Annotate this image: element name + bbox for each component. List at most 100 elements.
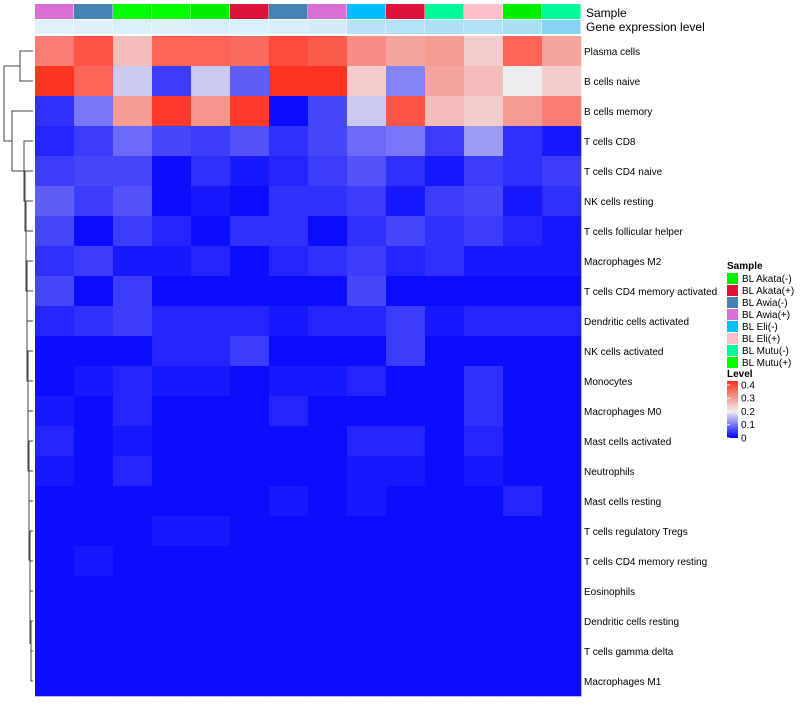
heatmap-cell [503, 546, 543, 577]
heatmap-cell [503, 636, 543, 667]
row-label: T cells CD4 naive [584, 167, 663, 178]
heatmap-cell [191, 216, 231, 247]
heatmap-cell [464, 126, 504, 157]
row-label: Neutrophils [584, 467, 635, 478]
heatmap-cell [230, 186, 270, 217]
heatmap-cell [269, 96, 309, 127]
heatmap-cell [230, 246, 270, 277]
heatmap-cell [191, 246, 231, 277]
heatmap-cell [386, 576, 426, 607]
heatmap-cell [230, 516, 270, 547]
heatmap-cell [425, 126, 465, 157]
heatmap-cell [308, 666, 348, 697]
heatmap-cell [74, 396, 114, 427]
heatmap-cell [503, 606, 543, 637]
heatmap-cell [464, 156, 504, 187]
heatmap-cell [113, 426, 153, 457]
heatmap-cell [308, 396, 348, 427]
heatmap-cell [35, 186, 75, 217]
heatmap-cell [113, 366, 153, 397]
level-legend: Level 0.4 0.3 0.2 0.1 0 [727, 369, 755, 445]
row-label: B cells memory [584, 107, 652, 118]
level-tick-label: 0.2 [741, 407, 755, 418]
heatmap-cell [191, 366, 231, 397]
heatmap-cell [113, 336, 153, 367]
heatmap-cell [464, 186, 504, 217]
sample-annotation-cell [386, 4, 425, 19]
heatmap-cell [503, 396, 543, 427]
heatmap-cell [425, 96, 465, 127]
heatmap-cell [386, 156, 426, 187]
sample-legend-label: BL Akata(-) [742, 274, 792, 285]
expression-annotation-cell [152, 20, 191, 34]
heatmap-cell [347, 126, 387, 157]
heatmap-cell [386, 486, 426, 517]
heatmap-cell [542, 156, 582, 187]
heatmap-cell [464, 306, 504, 337]
heatmap-cell [191, 636, 231, 667]
heatmap-cell [152, 336, 192, 367]
heatmap-cell [386, 216, 426, 247]
heatmap-cell [152, 486, 192, 517]
sample-legend-swatch [727, 357, 738, 368]
gene-expression-annotation-row [35, 20, 581, 34]
heatmap-cell [74, 636, 114, 667]
heatmap-cell [308, 186, 348, 217]
row-label: Mast cells activated [584, 437, 671, 448]
sample-annotation-cell [464, 4, 503, 19]
heatmap-cell [386, 636, 426, 667]
row-label: Mast cells resting [584, 497, 661, 508]
sample-legend-swatch [727, 273, 738, 284]
heatmap-cell [230, 96, 270, 127]
row-label: T cells follicular helper [584, 227, 683, 238]
heatmap-cell [152, 636, 192, 667]
heatmap-cell [503, 246, 543, 277]
heatmap-cell [503, 156, 543, 187]
heatmap-cell [35, 546, 75, 577]
heatmap-cell [542, 306, 582, 337]
row-label: Macrophages M2 [584, 257, 662, 268]
heatmap-cell [113, 486, 153, 517]
heatmap-cell [35, 366, 75, 397]
dendrogram-branch [25, 200, 33, 261]
sample-legend-swatch [727, 285, 738, 296]
sample-annotation-cell [35, 4, 74, 19]
heatmap-cell [503, 576, 543, 607]
heatmap-cell [35, 426, 75, 457]
heatmap-cell [269, 156, 309, 187]
heatmap-cell [152, 246, 192, 277]
heatmap-cell [113, 126, 153, 157]
heatmap-cell [191, 396, 231, 427]
heatmap-cell [503, 336, 543, 367]
heatmap-cell [152, 186, 192, 217]
heatmap-cell [230, 216, 270, 247]
heatmap-cell [74, 426, 114, 457]
heatmap-cell [191, 126, 231, 157]
heatmap-cell [191, 456, 231, 487]
heatmap-cell [503, 426, 543, 457]
heatmap-cell [269, 246, 309, 277]
heatmap-cell [464, 246, 504, 277]
row-label: Monocytes [584, 377, 632, 388]
sample-legend-label: BL Awia(+) [742, 310, 790, 321]
dendrogram-branch [26, 260, 33, 321]
heatmap-cell [191, 186, 231, 217]
heatmap-cell [113, 306, 153, 337]
heatmap-cell [347, 486, 387, 517]
heatmap-cell [191, 36, 231, 67]
heatmap-cell [503, 216, 543, 247]
heatmap-cell [152, 96, 192, 127]
heatmap-cell [230, 306, 270, 337]
heatmap-cell [269, 186, 309, 217]
heatmap-cell [425, 216, 465, 247]
dendrogram-branch [28, 440, 33, 501]
heatmap-cell [542, 576, 582, 607]
heatmap-cell [386, 36, 426, 67]
heatmap-cell [74, 456, 114, 487]
heatmap-cell [269, 636, 309, 667]
heatmap-cell [542, 486, 582, 517]
dendrogram-branch [30, 620, 33, 666]
row-label: Macrophages M0 [584, 407, 662, 418]
heatmap-cell [425, 576, 465, 607]
